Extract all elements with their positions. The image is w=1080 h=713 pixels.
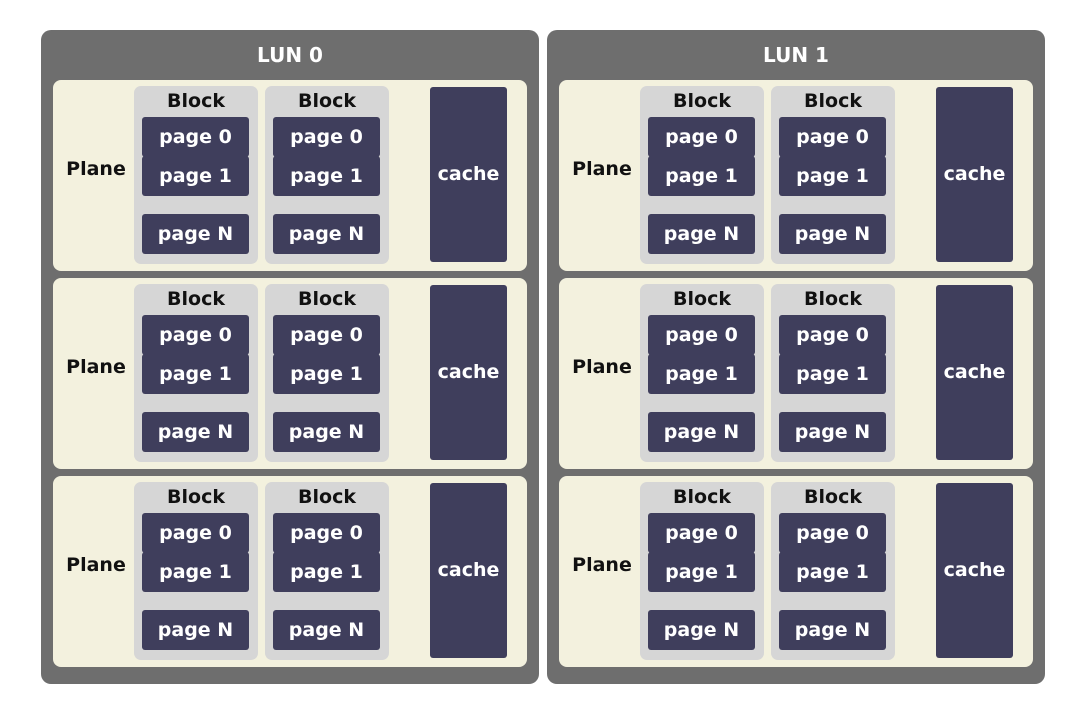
page-cell: page 0 — [142, 117, 249, 157]
page-cell: page 1 — [142, 156, 249, 196]
page-cell: page 1 — [779, 354, 886, 394]
cache-register: cache — [430, 87, 507, 262]
page-cell: page 0 — [779, 117, 886, 157]
block-label: Block — [673, 486, 731, 508]
page-cell: page 0 — [273, 513, 380, 553]
cache-register: cache — [430, 483, 507, 658]
block: Block page 0 page 1 page N — [640, 86, 764, 264]
page-cell: page N — [142, 610, 249, 650]
block-label: Block — [298, 288, 356, 310]
page-cell: page 1 — [273, 156, 380, 196]
plane-label: Plane — [66, 356, 126, 378]
page-cell: page N — [779, 412, 886, 452]
cache-register: cache — [430, 285, 507, 460]
block: Block page 0 page 1 page N — [640, 482, 764, 660]
block-label: Block — [804, 288, 862, 310]
block: Block page 0 page 1 page N — [265, 86, 389, 264]
page-cell: page N — [648, 214, 755, 254]
lun-title: LUN 0 — [257, 43, 323, 67]
page-cell: page 0 — [779, 315, 886, 355]
page-cell: page 1 — [779, 156, 886, 196]
lun-0: LUN 0 Plane Block page 0 page 1 page N Block pa… — [41, 30, 539, 684]
page-cell: page N — [273, 610, 380, 650]
page-cell: page 1 — [142, 354, 249, 394]
block: Block page 0 page 1 page N — [265, 284, 389, 462]
page-cell: page 0 — [779, 513, 886, 553]
page-cell: page N — [142, 412, 249, 452]
page-cell: page 0 — [648, 513, 755, 553]
page-cell: page N — [648, 412, 755, 452]
block: Block page 0 page 1 page N — [134, 86, 258, 264]
lun-title: LUN 1 — [763, 43, 829, 67]
cache-register: cache — [936, 483, 1013, 658]
block: Block page 0 page 1 page N — [771, 284, 895, 462]
page-cell: page N — [779, 214, 886, 254]
cache-register: cache — [936, 285, 1013, 460]
block: Block page 0 page 1 page N — [134, 284, 258, 462]
block-label: Block — [804, 90, 862, 112]
page-cell: page 1 — [648, 156, 755, 196]
lun-1: LUN 1 Plane Block page 0 page 1 page N Block pa… — [547, 30, 1045, 684]
plane-label: Plane — [572, 356, 632, 378]
block-label: Block — [298, 486, 356, 508]
block-label: Block — [167, 90, 225, 112]
page-cell: page N — [273, 412, 380, 452]
page-cell: page 1 — [648, 354, 755, 394]
block-label: Block — [167, 288, 225, 310]
block: Block page 0 page 1 page N — [771, 482, 895, 660]
page-cell: page N — [273, 214, 380, 254]
page-cell: page 1 — [273, 552, 380, 592]
block: Block page 0 page 1 page N — [134, 482, 258, 660]
page-cell: page 0 — [648, 315, 755, 355]
page-cell: page N — [779, 610, 886, 650]
plane-label: Plane — [66, 158, 126, 180]
page-cell: page N — [648, 610, 755, 650]
page-cell: page 0 — [273, 315, 380, 355]
cache-register: cache — [936, 87, 1013, 262]
page-cell: page N — [142, 214, 249, 254]
block-label: Block — [673, 90, 731, 112]
block-label: Block — [804, 486, 862, 508]
page-cell: page 1 — [142, 552, 249, 592]
plane-label: Plane — [572, 554, 632, 576]
block: Block page 0 page 1 page N — [771, 86, 895, 264]
page-cell: page 0 — [142, 513, 249, 553]
block: Block page 0 page 1 page N — [640, 284, 764, 462]
block-label: Block — [167, 486, 225, 508]
page-cell: page 1 — [779, 552, 886, 592]
plane-label: Plane — [66, 554, 126, 576]
page-cell: page 1 — [273, 354, 380, 394]
page-cell: page 1 — [648, 552, 755, 592]
plane-label: Plane — [572, 158, 632, 180]
page-cell: page 0 — [273, 117, 380, 157]
block: Block page 0 page 1 page N — [265, 482, 389, 660]
page-cell: page 0 — [142, 315, 249, 355]
page-cell: page 0 — [648, 117, 755, 157]
block-label: Block — [298, 90, 356, 112]
block-label: Block — [673, 288, 731, 310]
